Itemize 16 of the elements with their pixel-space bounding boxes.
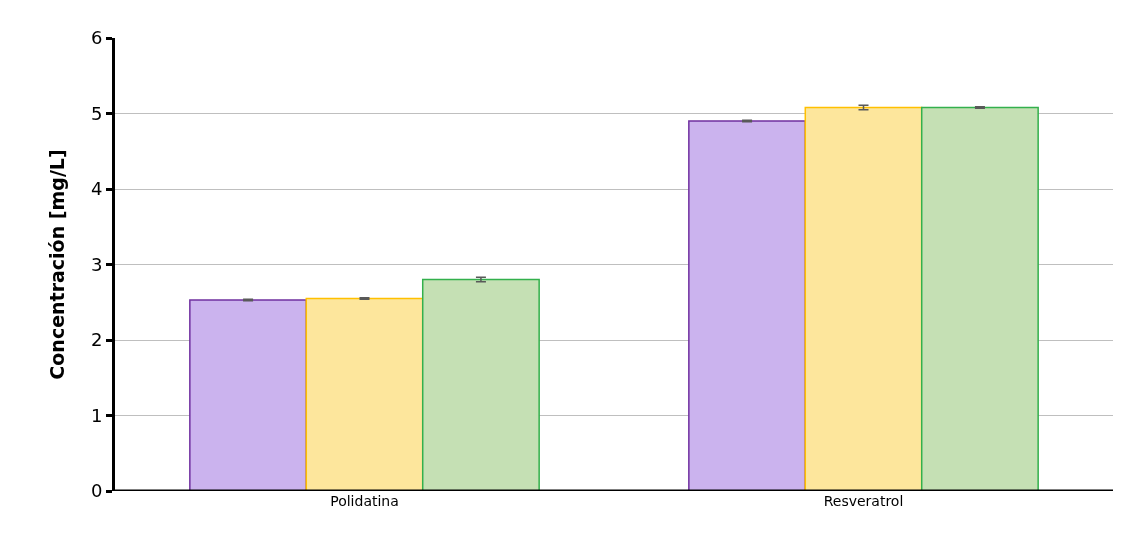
bar xyxy=(189,299,308,491)
bar xyxy=(688,120,807,491)
x-tick-label: Polidatina xyxy=(330,493,399,509)
y-tick-label: 4 xyxy=(90,178,103,200)
bar xyxy=(804,106,923,491)
y-tick-label: 6 xyxy=(90,27,103,49)
y-tick-label: 0 xyxy=(90,480,103,502)
bar xyxy=(305,297,424,491)
bar xyxy=(920,106,1039,491)
y-tick-label: 2 xyxy=(90,329,103,351)
bar xyxy=(421,278,540,491)
x-tick-label: Resveratrol xyxy=(823,493,904,509)
y-tick-label: 3 xyxy=(90,253,103,275)
y-tick-label: 1 xyxy=(90,404,103,426)
y-tick-label: 5 xyxy=(90,102,103,124)
y-axis-title: Concentración [mg/L] xyxy=(45,149,68,380)
